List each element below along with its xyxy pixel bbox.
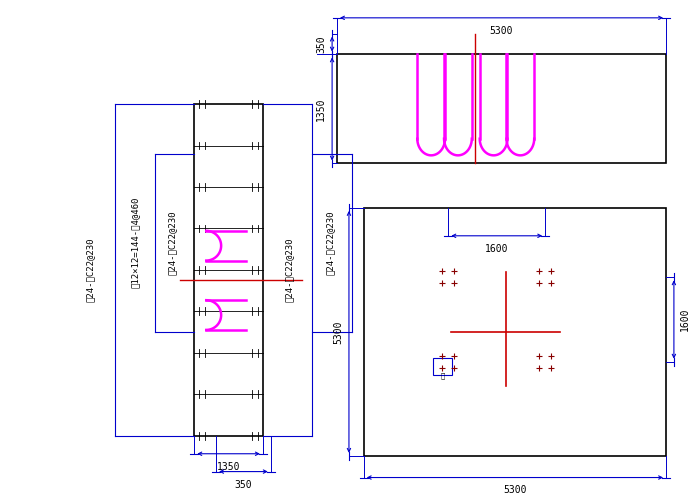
Text: 基: 基 [440, 373, 444, 379]
Bar [433, 358, 453, 376]
Text: ①24-筋C22@230: ①24-筋C22@230 [86, 238, 95, 302]
Text: ②12×12=144-筋4@460: ②12×12=144-筋4@460 [130, 197, 139, 288]
Bar [364, 208, 666, 456]
Text: 5300: 5300 [503, 486, 526, 496]
Text: 1350: 1350 [316, 97, 326, 121]
Bar [194, 104, 263, 436]
Text: ①24-筋C22@230: ①24-筋C22@230 [168, 210, 177, 275]
Text: 1600: 1600 [485, 244, 508, 253]
Text: 350: 350 [316, 35, 326, 53]
Text: 5300: 5300 [490, 26, 513, 36]
Text: ①24-筋C22@230: ①24-筋C22@230 [285, 238, 294, 302]
Text: ①24-筋C22@230: ①24-筋C22@230 [326, 210, 335, 275]
Bar [337, 55, 666, 164]
Text: 350: 350 [235, 480, 252, 490]
Text: 5300: 5300 [333, 320, 343, 343]
Text: 1350: 1350 [217, 462, 240, 472]
Text: 1600: 1600 [680, 308, 689, 331]
